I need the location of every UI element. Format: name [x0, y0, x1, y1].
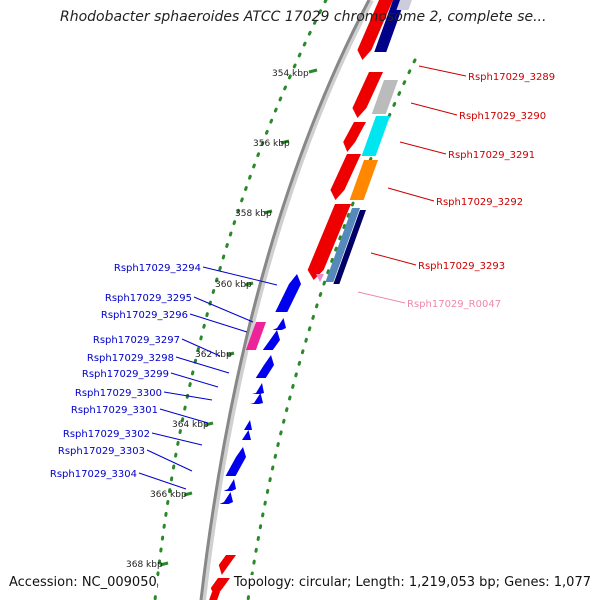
feature-label-left[interactable]: Rsph17029_3302 — [63, 429, 150, 440]
gene-3304-glyph — [223, 479, 236, 491]
feature-label-right[interactable]: Rsph17029_3290 — [459, 111, 546, 122]
gene-bottom-1-glyph — [218, 555, 236, 575]
scale-tick-label: 354 kbp — [272, 69, 309, 79]
feature-label-left[interactable]: Rsph17029_3303 — [58, 446, 145, 457]
gene-3302-glyph — [238, 430, 251, 440]
label-leader-line — [151, 432, 203, 446]
label-leader-line — [193, 296, 254, 323]
scale-tick-mark — [204, 421, 214, 427]
tick-dot-tracks — [153, 0, 417, 600]
gene-3290-glyph — [343, 122, 366, 152]
rna-R0047-glyph — [316, 274, 324, 282]
label-leader-line — [163, 391, 213, 401]
gene-3298-glyph — [255, 355, 274, 378]
gene-grey-top-glyph — [396, 0, 412, 10]
scale-tick-mark — [280, 139, 290, 145]
scale-tick-label: 360 kbp — [215, 280, 252, 290]
gene-bottom-3-glyph — [209, 592, 220, 600]
gene-3303-glyph — [225, 447, 246, 476]
feature-label-left[interactable]: Rsph17029_3298 — [87, 353, 174, 364]
feature-label-left[interactable]: Rsph17029_3294 — [114, 263, 201, 274]
feature-label-left[interactable]: Rsph17029_3299 — [82, 369, 169, 380]
outer-tick-track — [153, 0, 328, 600]
topology-stats-text: Topology: circular; Length: 1,219,053 bp… — [233, 575, 591, 590]
gene-3291b-glyph — [330, 154, 361, 200]
feature-labels: Rsph17029_3289 Rsph17029_3290 Rsph17029_32… — [50, 65, 555, 490]
label-leader-line — [418, 65, 467, 77]
scale-tick-mark — [159, 561, 169, 567]
gene-3304b-glyph — [219, 492, 233, 504]
gene-3299-glyph — [252, 383, 264, 394]
scale-tick-label: 362 kbp — [195, 350, 232, 360]
feature-label-right[interactable]: Rsph17029_3292 — [436, 197, 523, 208]
label-leader-line — [399, 141, 447, 155]
scale-tick-mark — [226, 351, 235, 357]
gene-3296-glyph — [272, 318, 286, 330]
gene-3293c-glyph — [333, 210, 366, 284]
backbone-line — [199, 0, 371, 600]
gene-3301-glyph — [240, 420, 252, 430]
scale-tick-mark — [308, 68, 318, 74]
label-leader-line — [159, 408, 209, 424]
gene-3293b-glyph — [325, 208, 360, 282]
feature-label-left[interactable]: Rsph17029_3295 — [105, 293, 192, 304]
feature-label-right[interactable]: Rsph17029_3289 — [468, 72, 555, 83]
label-leader-line — [387, 187, 435, 202]
feature-label-right[interactable]: Rsph17029_R0047 — [407, 299, 501, 310]
scale-tick-label: 364 kbp — [172, 420, 209, 430]
label-leader-line — [181, 338, 221, 357]
gene-3291-glyph — [361, 116, 390, 156]
gene-3290-grey-glyph — [371, 80, 398, 114]
label-leader-line — [189, 313, 248, 333]
map-title: Rhodobacter sphaeroides ATCC 17029 chrom… — [60, 9, 547, 25]
accession-text: Accession: NC_009050 — [9, 575, 157, 590]
scale-tick-label: 356 kbp — [253, 139, 290, 149]
scale-tick-mark — [183, 491, 193, 497]
scale-tick-label: 366 kbp — [150, 490, 187, 500]
feature-track — [209, 0, 412, 600]
gene-3300-glyph — [250, 393, 263, 404]
gene-3297-glyph — [262, 330, 280, 350]
feature-label-left[interactable]: Rsph17029_3300 — [75, 388, 162, 399]
label-leader-line — [202, 266, 278, 286]
feature-label-right[interactable]: Rsph17029_3291 — [448, 150, 535, 161]
label-leader-line — [170, 372, 219, 388]
feature-label-left[interactable]: Rsph17029_3297 — [93, 335, 180, 346]
gene-3288b-glyph — [374, 0, 405, 52]
label-leader-line — [410, 102, 458, 116]
gene-3294-glyph — [275, 274, 301, 312]
scale-ticks: 354 kbp 356 kbp 358 kbp 360 kbp 362 kbp 364 k… — [126, 68, 318, 570]
gene-3289-glyph — [352, 72, 383, 118]
gene-3293-glyph — [307, 204, 351, 280]
gene-3295-glyph — [245, 322, 266, 350]
scale-tick-mark — [244, 281, 254, 287]
feature-label-left[interactable]: Rsph17029_3301 — [71, 405, 158, 416]
scale-tick-mark — [263, 209, 273, 215]
label-leader-line — [138, 472, 187, 490]
gene-3292-glyph — [349, 160, 378, 200]
label-leader-line — [175, 356, 230, 374]
label-leader-line — [357, 291, 406, 304]
label-leader-line — [146, 449, 193, 472]
gene-3288-glyph — [357, 0, 393, 60]
backbone-track — [199, 0, 374, 600]
label-leader-line — [370, 252, 417, 266]
scale-tick-label: 358 kbp — [235, 209, 272, 219]
feature-label-left[interactable]: Rsph17029_3296 — [101, 310, 188, 321]
backbone-shadow — [200, 0, 374, 600]
scale-tick-label: 368 kbp — [126, 560, 163, 570]
feature-label-left[interactable]: Rsph17029_3304 — [50, 469, 137, 480]
feature-label-right[interactable]: Rsph17029_3293 — [418, 261, 505, 272]
